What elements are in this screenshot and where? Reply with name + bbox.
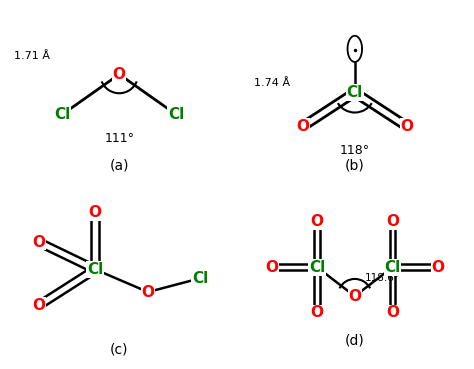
Text: O: O	[296, 119, 309, 134]
Text: Cl: Cl	[309, 260, 325, 275]
Text: 111°: 111°	[104, 132, 134, 145]
Text: O: O	[386, 214, 399, 230]
Text: O: O	[401, 119, 414, 134]
Text: O: O	[310, 214, 324, 230]
Text: O: O	[386, 305, 399, 320]
Text: O: O	[32, 298, 45, 313]
Text: O: O	[310, 305, 324, 320]
Text: (b): (b)	[345, 158, 365, 172]
Text: Cl: Cl	[55, 107, 71, 122]
Text: (a): (a)	[109, 158, 129, 172]
Text: O: O	[32, 235, 45, 249]
Text: 118°: 118°	[340, 144, 370, 157]
Text: O: O	[113, 67, 126, 82]
Text: O: O	[348, 289, 361, 304]
Text: Cl: Cl	[192, 271, 208, 286]
Text: Cl: Cl	[168, 107, 184, 122]
Text: O: O	[89, 205, 102, 220]
Text: 1.71 Å: 1.71 Å	[14, 51, 50, 61]
Text: O: O	[265, 260, 278, 275]
Text: (d): (d)	[345, 334, 365, 348]
Text: Cl: Cl	[384, 260, 401, 275]
Text: (c): (c)	[110, 342, 128, 356]
Text: O: O	[141, 284, 155, 300]
Text: Cl: Cl	[87, 262, 103, 277]
Text: 118.6°: 118.6°	[365, 273, 400, 283]
Text: 1.74 Å: 1.74 Å	[255, 78, 291, 88]
Text: O: O	[431, 260, 445, 275]
Text: Cl: Cl	[346, 85, 363, 100]
